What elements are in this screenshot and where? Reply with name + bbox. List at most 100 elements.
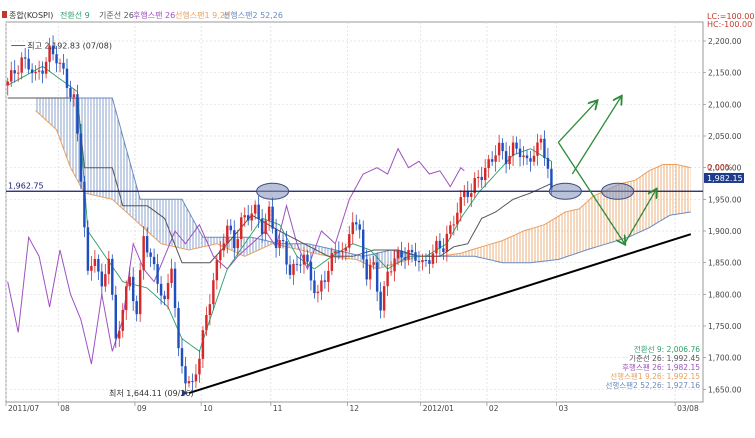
cloud-segment xyxy=(345,252,350,259)
candle-body xyxy=(219,250,222,261)
header-legend: 종합(KOSPI) 전환선 9 기준선 26 후행스팬 26 선행스팬1 9,2… xyxy=(2,10,754,29)
cloud-segment xyxy=(216,237,221,246)
candle-body xyxy=(483,168,487,181)
cloud-segment xyxy=(248,237,252,255)
candle-body xyxy=(166,282,170,300)
candle-body xyxy=(198,358,201,375)
x-tick-label: 11 xyxy=(273,404,283,413)
cloud-segment xyxy=(178,199,182,249)
cloud-segment xyxy=(195,224,200,249)
menu-icon[interactable] xyxy=(2,11,7,18)
candle-body xyxy=(355,222,358,225)
forecast-arrow xyxy=(624,190,656,244)
cloud-segment xyxy=(119,123,123,209)
highlight-ellipse xyxy=(256,182,290,200)
candle-body xyxy=(421,259,424,263)
candle-body xyxy=(368,264,372,280)
cloud-segment xyxy=(122,136,127,212)
forecast-arrow xyxy=(557,101,596,143)
candle-body xyxy=(121,310,124,331)
candle-body xyxy=(550,168,553,190)
cloud-segment xyxy=(60,98,64,149)
cloud-segment xyxy=(471,248,475,257)
cloud-segment xyxy=(66,98,71,168)
candle-body xyxy=(128,276,131,287)
cloud-segment xyxy=(547,220,552,261)
cloud-segment xyxy=(150,199,155,238)
cloud-segment xyxy=(520,231,524,263)
candle-body xyxy=(288,264,292,275)
candle-body xyxy=(417,260,421,263)
candlesticks xyxy=(6,35,553,394)
current-pct: 0.00% xyxy=(707,163,733,172)
cloud-segment xyxy=(129,161,134,219)
candle-body xyxy=(142,236,145,271)
candle-body xyxy=(250,213,253,221)
cloud-segment xyxy=(579,205,583,253)
candle-body xyxy=(79,133,83,182)
cloud-segment xyxy=(603,189,608,245)
candle-body xyxy=(546,157,550,169)
candle-body xyxy=(372,262,375,265)
candle-body xyxy=(215,260,219,281)
candle-body xyxy=(226,225,229,244)
current-price-tag: 1,982.15 0.00% xyxy=(704,163,744,183)
y-tick-label: 1,700.00 xyxy=(708,354,742,363)
candle-body xyxy=(428,260,431,264)
cloud-segment xyxy=(687,166,691,213)
indicator-tenkan: 전환선 9 xyxy=(60,10,90,20)
candle-body xyxy=(62,62,65,69)
cloud-segment xyxy=(171,199,176,247)
candle-body xyxy=(341,250,344,253)
candle-body xyxy=(403,257,407,260)
cloud-segment xyxy=(317,246,322,255)
highlight-ellipse xyxy=(601,182,635,200)
cloud-segment xyxy=(568,210,573,256)
candle-body xyxy=(292,263,295,275)
y-tick-label: 1,900.00 xyxy=(708,227,742,236)
cloud-segment xyxy=(509,235,514,263)
candle-body xyxy=(393,258,396,272)
cloud-segment xyxy=(209,237,214,246)
cloud-segment xyxy=(575,208,580,254)
y-tick-label: 1,850.00 xyxy=(708,259,742,268)
cloud-segment xyxy=(499,240,503,263)
candle-body xyxy=(396,250,400,259)
cloud-segment xyxy=(474,247,479,258)
candle-body xyxy=(334,251,337,254)
candle-body xyxy=(184,366,187,384)
candle-body xyxy=(97,258,100,272)
cloud-segment xyxy=(46,98,50,124)
candle-body xyxy=(323,280,327,282)
candle-body xyxy=(170,268,173,283)
cloud-segment xyxy=(683,166,688,214)
candle-body xyxy=(476,176,480,179)
candle-body xyxy=(442,248,445,253)
cloud-segment xyxy=(488,243,493,261)
low-marker xyxy=(181,390,188,397)
candle-body xyxy=(400,250,403,258)
hc-label: HC:-100.00 xyxy=(707,20,752,29)
y-tick-label: 2,100.00 xyxy=(708,100,742,109)
candle-body xyxy=(382,286,386,311)
cloud-segment xyxy=(537,225,541,262)
candle-body xyxy=(125,286,128,311)
candle-body xyxy=(264,220,267,235)
candle-body xyxy=(473,178,476,194)
trend-line xyxy=(188,233,692,395)
cloud-segment xyxy=(53,98,57,130)
candle-body xyxy=(389,271,393,273)
candle-body xyxy=(37,70,41,72)
candle-body xyxy=(337,251,341,253)
candle-body xyxy=(361,229,365,260)
cloud-segment xyxy=(572,209,576,255)
cloud-segment xyxy=(659,164,663,222)
cloud-segment xyxy=(586,199,590,250)
current-price: 1,982.15 xyxy=(707,174,743,183)
y-tick-label: 2,050.00 xyxy=(708,132,742,141)
candle-body xyxy=(515,142,518,149)
cloud-segment xyxy=(63,98,67,159)
candle-body xyxy=(76,94,79,134)
candle-body xyxy=(152,256,156,265)
